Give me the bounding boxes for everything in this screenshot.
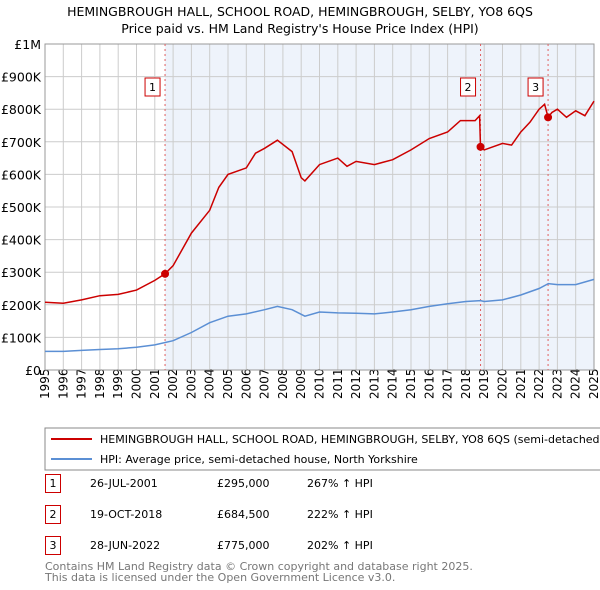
x-tick-label: 2010 (313, 368, 327, 399)
sale-price: £295,000 (217, 477, 270, 490)
x-tick-label: 2014 (386, 368, 400, 399)
footer-copyright: Contains HM Land Registry data © Crown c… (45, 560, 473, 573)
x-tick-label: 2003 (184, 368, 198, 399)
x-tick-label: 2023 (550, 368, 564, 399)
sale-point (476, 142, 485, 151)
y-tick-label: £200K (1, 298, 42, 313)
sale-number-badge: 3 (45, 536, 61, 555)
y-tick-label: £300K (1, 265, 42, 280)
x-tick-label: 2008 (276, 368, 290, 399)
y-tick-label: £700K (1, 135, 42, 150)
y-tick-label: £900K (1, 70, 42, 85)
sale-marker-label: 3 (532, 81, 539, 94)
sale-date: 19-OCT-2018 (90, 508, 163, 521)
hpi-line (45, 278, 595, 353)
x-tick-label: 2018 (459, 368, 473, 399)
sale-hpi-change: 202% ↑ HPI (307, 539, 373, 552)
sale-marker-label: 1 (149, 81, 156, 94)
chart-title: HEMINGBROUGH HALL, SCHOOL ROAD, HEMINGBR… (67, 4, 533, 19)
sale-marker-label: 2 (465, 81, 472, 94)
plot-frame (44, 43, 595, 371)
x-tick-label: 2021 (514, 368, 528, 399)
sale-point (161, 269, 170, 278)
legend-label-hpi: HPI: Average price, semi-detached house,… (100, 453, 418, 466)
sale-date: 28-JUN-2022 (90, 539, 161, 552)
sale-number-badge: 2 (45, 505, 61, 524)
legend-box (44, 427, 600, 471)
y-tick-label: £500K (1, 200, 42, 215)
property-price-line (44, 100, 595, 304)
y-tick-label: £800K (1, 102, 42, 117)
x-tick-label: 2017 (441, 368, 455, 399)
sale-price: £684,500 (217, 508, 270, 521)
x-tick-label: 2000 (130, 368, 144, 399)
x-tick-label: 1995 (38, 368, 52, 399)
y-tick-label: £1M (14, 37, 41, 52)
sale-price: £775,000 (217, 539, 270, 552)
chart-subtitle: Price paid vs. HM Land Registry's House … (121, 21, 478, 36)
x-tick-label: 2019 (477, 368, 491, 399)
x-tick-label: 1996 (56, 368, 70, 399)
sale-point (544, 113, 553, 122)
x-tick-label: 2012 (349, 368, 363, 399)
sale-marker-box (527, 77, 544, 97)
sale-hpi-change: 267% ↑ HPI (307, 477, 373, 490)
x-tick-label: 2015 (404, 368, 418, 399)
footer-licence: This data is licensed under the Open Gov… (45, 571, 396, 584)
x-tick-label: 2020 (496, 368, 510, 399)
x-tick-label: 2005 (221, 368, 235, 399)
sale-date: 26-JUL-2001 (90, 477, 158, 490)
y-tick-label: £100K (1, 330, 42, 345)
x-tick-label: 2016 (422, 368, 436, 399)
y-tick-label: £400K (1, 233, 42, 248)
x-tick-label: 2004 (203, 368, 217, 399)
x-tick-label: 1997 (75, 368, 89, 399)
x-tick-label: 2007 (258, 368, 272, 399)
x-tick-label: 2009 (294, 368, 308, 399)
x-tick-label: 1998 (93, 368, 107, 399)
y-tick-label: £600K (1, 167, 42, 182)
x-tick-label: 2011 (331, 368, 345, 399)
x-tick-label: 2024 (569, 368, 583, 399)
x-tick-label: 2002 (166, 368, 180, 399)
y-tick-label: £0 (25, 363, 41, 378)
x-tick-label: 2001 (148, 368, 162, 399)
x-tick-label: 2013 (367, 368, 381, 399)
legend-label-property: HEMINGBROUGH HALL, SCHOOL ROAD, HEMINGBR… (100, 433, 600, 446)
sale-marker-box (144, 77, 161, 97)
x-tick-label: 1999 (111, 368, 125, 399)
sale-hpi-change: 222% ↑ HPI (307, 508, 373, 521)
x-tick-label: 2022 (532, 368, 546, 399)
sale-number-badge: 1 (45, 474, 61, 493)
sale-marker-box (460, 77, 477, 97)
x-tick-label: 2006 (239, 368, 253, 399)
x-tick-label: 2025 (587, 368, 600, 399)
